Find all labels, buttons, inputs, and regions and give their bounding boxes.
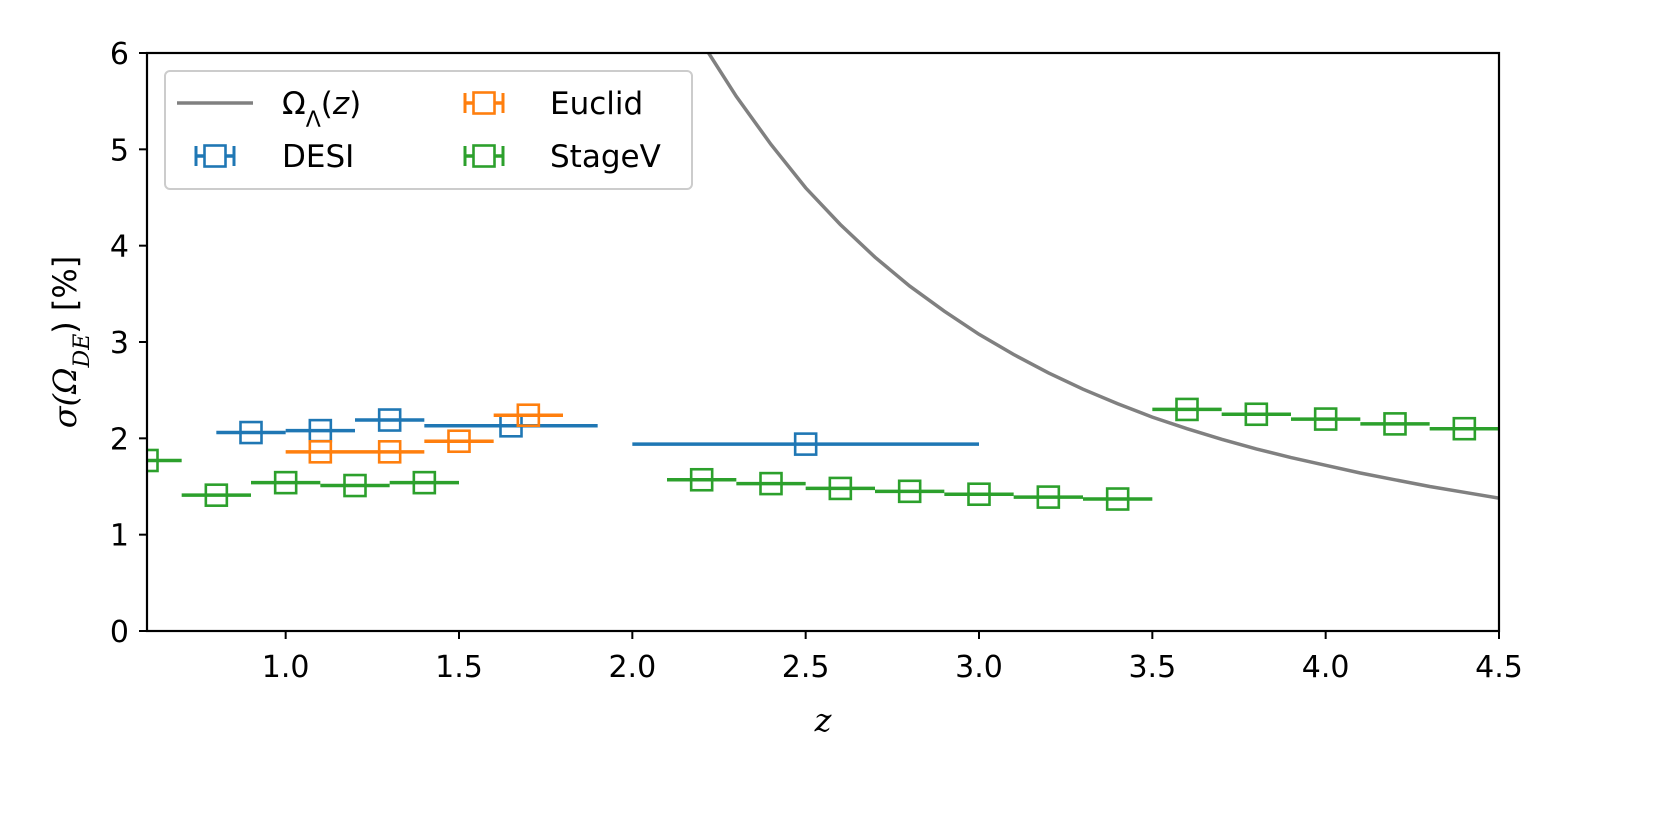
plot-area [147, 53, 1499, 511]
legend-marker-swatch [203, 144, 227, 168]
x-tick-label: 2.5 [782, 650, 830, 685]
y-tick-label: 1 [110, 519, 129, 554]
x-tick-label: 1.5 [435, 650, 483, 685]
stagev-point [273, 470, 298, 495]
y-tick-label: 3 [110, 326, 129, 361]
y-axis: 0 1 2 3 4 5 6 [110, 37, 147, 650]
stagev-point [1383, 412, 1407, 436]
x-tick-label: 3.0 [955, 650, 1003, 685]
stagev-point [204, 483, 229, 507]
x-axis-label: z [814, 701, 833, 739]
y-tick-label: 0 [110, 615, 129, 650]
legend: ΩΛ(z) DESI Euclid StageV [164, 70, 693, 190]
x-tick-label: 1.0 [262, 650, 310, 685]
euclid-point [447, 429, 471, 454]
legend-label: Euclid [550, 86, 643, 122]
y-tick-label: 2 [110, 422, 129, 457]
series-stagev [147, 397, 1499, 511]
y-tick-label: 4 [110, 230, 129, 265]
euclid-point [377, 440, 402, 464]
euclid-point [516, 403, 541, 428]
stagev-point [1175, 397, 1199, 422]
euclid-point [308, 440, 333, 464]
legend-item-stagev: StageV [463, 139, 661, 175]
desi-point [377, 408, 402, 432]
stagev-point [1452, 416, 1477, 441]
x-tick-label: 3.5 [1128, 650, 1176, 685]
series-euclid [285, 403, 563, 464]
x-tick-label: 4.0 [1302, 650, 1350, 685]
stagev-point [967, 482, 991, 507]
x-tick-label: 2.0 [608, 650, 656, 685]
stagev-point [689, 467, 714, 492]
y-axis-label: σ(ΩDE) [%] [46, 256, 95, 429]
series-desi [216, 408, 979, 456]
stagev-point [1313, 407, 1338, 431]
stagev-point [412, 470, 437, 495]
desi-point [793, 432, 818, 456]
legend-box [164, 70, 693, 190]
legend-item-z: ΩΛ(z) [177, 86, 361, 133]
stagev-point [759, 471, 783, 496]
legend-label: ΩΛ(z) [282, 86, 361, 133]
stagev-point [1105, 487, 1130, 511]
desi-point [239, 420, 263, 445]
legend-item-euclid: Euclid [463, 86, 643, 122]
omega-lambda-curve [707, 53, 1499, 500]
x-axis: 1.0 1.5 2.0 2.5 3.0 3.5 4.0 4.5 [262, 631, 1523, 685]
stagev-point [1036, 485, 1061, 509]
stagev-point [897, 479, 922, 504]
legend-marker-swatch [472, 144, 496, 168]
x-tick-label: 4.5 [1475, 650, 1523, 685]
y-tick-label: 5 [110, 133, 129, 168]
stagev-point [343, 473, 367, 498]
stagev-point [147, 448, 159, 473]
stagev-point [1244, 402, 1269, 427]
y-tick-label: 6 [110, 37, 129, 72]
legend-marker-swatch [472, 91, 496, 115]
legend-label: DESI [282, 139, 354, 175]
legend-label: StageV [550, 139, 661, 175]
legend-item-desi: DESI [194, 139, 354, 175]
stagev-point [828, 476, 853, 501]
